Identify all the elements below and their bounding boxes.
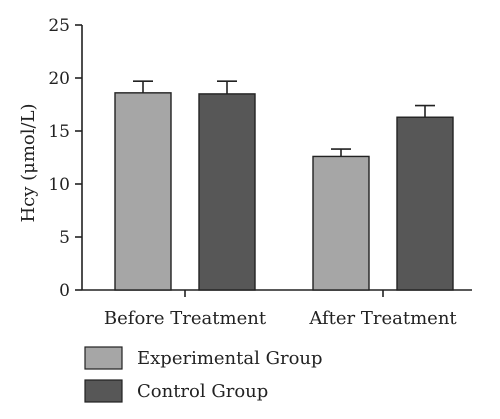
bar: [312, 155, 370, 291]
y-tick-label: 25: [48, 16, 70, 36]
bar: [396, 116, 454, 291]
legend-swatch: [84, 379, 123, 403]
legend-label: Experimental Group: [137, 348, 323, 369]
bar-group: [198, 80, 256, 291]
x-axis: Before Treatment After Treatment: [82, 289, 472, 329]
y-tick-label: 10: [48, 175, 70, 195]
y-axis: 0 5 10 15 20 25: [48, 16, 83, 301]
x-category-label: Before Treatment: [104, 308, 267, 329]
legend-label: Control Group: [137, 381, 268, 402]
legend-swatch: [84, 346, 123, 370]
bar: [114, 92, 172, 291]
legend-item: Experimental Group: [84, 346, 323, 370]
bar-group: [114, 80, 172, 291]
bar-group: [312, 148, 370, 291]
y-axis-label: Hcy (μmol/L): [18, 103, 39, 222]
bar: [198, 93, 256, 291]
x-category-label: After Treatment: [308, 308, 457, 329]
legend-item: Control Group: [84, 379, 268, 403]
bars: [114, 80, 454, 291]
bar-group: [396, 104, 454, 291]
legend: Experimental Group Control Group: [84, 346, 323, 403]
y-tick-label: 20: [48, 69, 70, 89]
y-tick-label: 15: [48, 122, 70, 142]
y-tick-label: 0: [59, 281, 70, 301]
y-tick-label: 5: [59, 228, 70, 248]
